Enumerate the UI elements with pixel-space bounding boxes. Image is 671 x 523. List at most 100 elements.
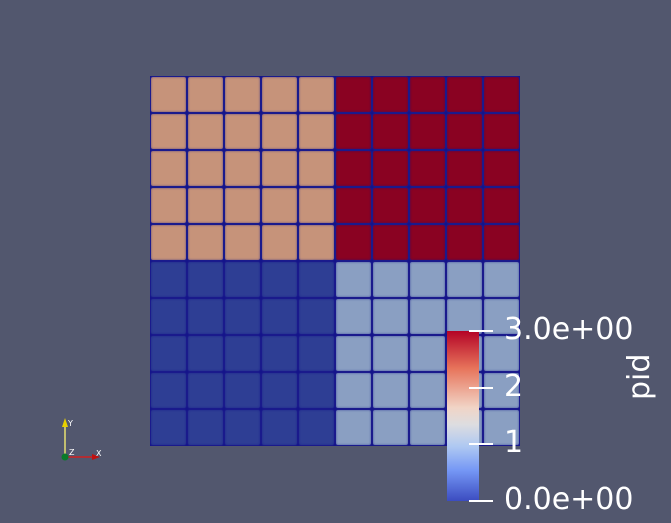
mesh-cell [261, 76, 298, 113]
mesh-cell [409, 224, 446, 261]
mesh-cell [409, 261, 446, 298]
mesh-cell [298, 335, 335, 372]
mesh-cell [298, 409, 335, 446]
mesh-cell [224, 261, 261, 298]
y-axis-arrow-icon [62, 418, 68, 427]
mesh-cell [372, 372, 409, 409]
mesh-cell [224, 113, 261, 150]
mesh-cell [335, 187, 372, 224]
mesh-cell [150, 372, 187, 409]
mesh-cell [409, 187, 446, 224]
mesh-cell [187, 76, 224, 113]
mesh-cell [372, 409, 409, 446]
mesh-cell [446, 261, 483, 298]
mesh-cell [261, 113, 298, 150]
mesh-cell [372, 224, 409, 261]
mesh-cell [261, 335, 298, 372]
mesh-cell [372, 113, 409, 150]
mesh-cell [224, 372, 261, 409]
mesh-cell [335, 372, 372, 409]
color-legend-tick [469, 500, 493, 502]
mesh-cell [224, 187, 261, 224]
mesh-cell [372, 335, 409, 372]
mesh-cell [187, 261, 224, 298]
x-axis-arrow-icon [92, 454, 100, 460]
mesh-render[interactable] [150, 76, 520, 446]
mesh-cell [335, 150, 372, 187]
mesh-cell [150, 224, 187, 261]
mesh-cell [335, 261, 372, 298]
mesh-cell [150, 298, 187, 335]
mesh-cell [483, 372, 520, 409]
color-legend-label: 0.0e+00 [504, 482, 634, 517]
mesh-cell [187, 409, 224, 446]
mesh-cell [483, 113, 520, 150]
color-legend-bar [447, 331, 479, 501]
mesh-cell [298, 150, 335, 187]
mesh-cell [409, 150, 446, 187]
mesh-cell [483, 76, 520, 113]
mesh-cell [483, 224, 520, 261]
mesh-cell [261, 372, 298, 409]
y-axis-label: Y [67, 419, 73, 428]
mesh-cell [150, 150, 187, 187]
mesh-cell [187, 224, 224, 261]
mesh-cell [261, 187, 298, 224]
mesh-cell [483, 187, 520, 224]
mesh-cell [298, 113, 335, 150]
color-legend-label: 2 [504, 368, 524, 404]
mesh-cell [298, 76, 335, 113]
mesh-cell [446, 298, 483, 335]
mesh-cell [483, 261, 520, 298]
mesh-cell [150, 335, 187, 372]
mesh-cell [298, 224, 335, 261]
mesh-cell [483, 409, 520, 446]
mesh-cell [224, 298, 261, 335]
mesh-cell [409, 335, 446, 372]
mesh-cell [409, 372, 446, 409]
mesh-cell [150, 409, 187, 446]
orientation-axes: Y X Z [61, 418, 102, 461]
mesh-cell [409, 76, 446, 113]
mesh-cell [224, 150, 261, 187]
mesh-cell [224, 76, 261, 113]
mesh-cell [261, 150, 298, 187]
mesh-cell [409, 113, 446, 150]
mesh-cell [372, 298, 409, 335]
color-legend-title: pid [622, 353, 657, 400]
mesh-cell [446, 224, 483, 261]
mesh-cell [261, 261, 298, 298]
mesh-cell [150, 113, 187, 150]
mesh-cell [372, 150, 409, 187]
mesh-cell [224, 335, 261, 372]
mesh-cell [187, 113, 224, 150]
mesh-cell [150, 76, 187, 113]
mesh-cell [150, 187, 187, 224]
mesh-cell [224, 409, 261, 446]
mesh-cell [446, 113, 483, 150]
mesh-cell [187, 298, 224, 335]
mesh-cell [150, 261, 187, 298]
mesh-cell [335, 224, 372, 261]
mesh-cell [335, 409, 372, 446]
mesh-cell [335, 113, 372, 150]
color-legend-label: 3.0e+00 [504, 312, 634, 347]
mesh-cell [298, 298, 335, 335]
mesh-cell [187, 372, 224, 409]
mesh-cell [372, 261, 409, 298]
mesh-cell [224, 224, 261, 261]
mesh-cell [409, 298, 446, 335]
mesh-cell [187, 150, 224, 187]
mesh-cell [483, 150, 520, 187]
mesh-cell [335, 76, 372, 113]
color-legend-label: 1 [504, 425, 524, 461]
mesh-cell [298, 372, 335, 409]
mesh-cell [446, 76, 483, 113]
z-axis-label: Z [69, 448, 75, 457]
mesh-cell [261, 298, 298, 335]
mesh-cell [261, 409, 298, 446]
mesh-cell [446, 150, 483, 187]
mesh-cell [187, 335, 224, 372]
mesh-cell [372, 76, 409, 113]
mesh-cell [483, 335, 520, 372]
